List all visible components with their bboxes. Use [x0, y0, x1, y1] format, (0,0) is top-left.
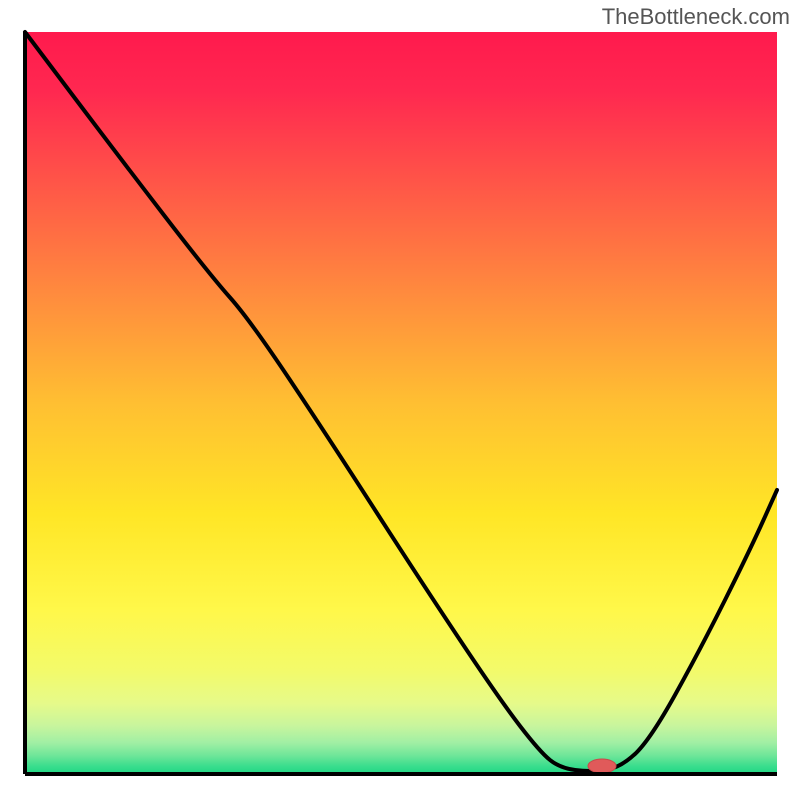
bottleneck-chart: [0, 0, 800, 800]
gradient-background: [25, 32, 777, 774]
optimal-marker: [588, 759, 616, 773]
chart-container: TheBottleneck.com: [0, 0, 800, 800]
watermark-text: TheBottleneck.com: [602, 4, 790, 30]
